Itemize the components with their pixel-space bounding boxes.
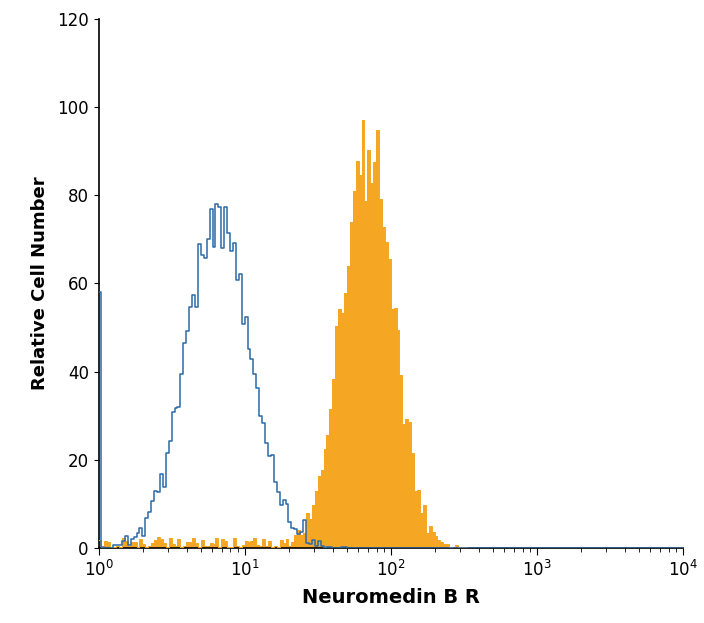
X-axis label: Neuromedin B R: Neuromedin B R bbox=[302, 589, 479, 607]
Polygon shape bbox=[99, 120, 683, 548]
Y-axis label: Relative Cell Number: Relative Cell Number bbox=[31, 177, 49, 390]
